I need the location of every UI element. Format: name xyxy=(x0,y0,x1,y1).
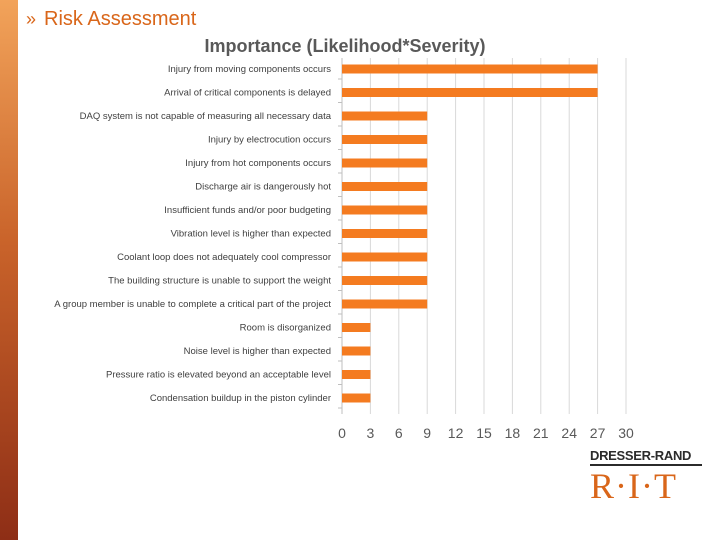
x-tick-label: 18 xyxy=(505,425,521,441)
chart-title: Importance (Likelihood*Severity) xyxy=(204,36,485,56)
bar xyxy=(342,88,598,97)
sponsor-logo: DRESSER-RAND R·I·T xyxy=(590,448,702,512)
bar xyxy=(342,182,428,191)
category-label: Arrival of critical components is delaye… xyxy=(164,88,331,99)
x-tick-label: 30 xyxy=(618,425,634,441)
bar xyxy=(342,276,428,285)
bar xyxy=(342,323,371,332)
bar xyxy=(342,299,428,309)
dresser-rand-logo: DRESSER-RAND xyxy=(590,448,702,466)
bar xyxy=(342,346,371,356)
x-tick-label: 21 xyxy=(533,425,549,441)
x-tick-label: 27 xyxy=(590,425,606,441)
category-label: A group member is unable to complete a c… xyxy=(54,299,331,310)
bar xyxy=(342,393,371,403)
x-tick-labels: 0 3 6 9 12 15 18 21 24 27 30 xyxy=(338,425,634,441)
rit-logo: R·I·T xyxy=(590,466,677,506)
bar xyxy=(342,64,598,74)
slide-title-text: Risk Assessment xyxy=(44,8,197,30)
category-label: Coolant loop does not adequately cool co… xyxy=(117,252,331,263)
category-label: Vibration level is higher than expected xyxy=(171,229,331,240)
category-labels: Injury from moving components occurs Arri… xyxy=(54,64,331,404)
x-tick-label: 6 xyxy=(395,425,403,441)
bar xyxy=(342,229,428,238)
category-label: Injury from moving components occurs xyxy=(168,64,331,75)
category-label: Pressure ratio is elevated beyond an acc… xyxy=(106,370,331,381)
category-label: The building structure is unable to supp… xyxy=(108,276,331,287)
title-bullet-icon: » xyxy=(26,9,37,29)
bar xyxy=(342,252,428,262)
bar xyxy=(342,370,371,379)
bar xyxy=(342,111,428,121)
x-tick-label: 3 xyxy=(367,425,375,441)
category-label: Noise level is higher than expected xyxy=(184,346,331,357)
category-label: Room is disorganized xyxy=(240,323,331,334)
x-tick-label: 24 xyxy=(561,425,577,441)
x-tick-label: 0 xyxy=(338,425,346,441)
bars xyxy=(342,64,598,403)
bar xyxy=(342,205,428,215)
category-label: Injury from hot components occurs xyxy=(185,158,331,169)
bar xyxy=(342,135,428,144)
category-label: DAQ system is not capable of measuring a… xyxy=(80,111,332,122)
category-label: Discharge air is dangerously hot xyxy=(195,182,331,193)
category-label: Insufficient funds and/or poor budgeting xyxy=(164,205,331,216)
x-tick-label: 9 xyxy=(423,425,431,441)
slide-title: » Risk Assessment xyxy=(26,6,196,32)
category-label: Condensation buildup in the piston cylin… xyxy=(150,393,331,404)
x-tick-label: 15 xyxy=(476,425,492,441)
bar xyxy=(342,158,428,168)
category-label: Injury by electrocution occurs xyxy=(208,135,331,146)
slide-side-strip xyxy=(0,0,18,540)
x-tick-label: 12 xyxy=(448,425,464,441)
